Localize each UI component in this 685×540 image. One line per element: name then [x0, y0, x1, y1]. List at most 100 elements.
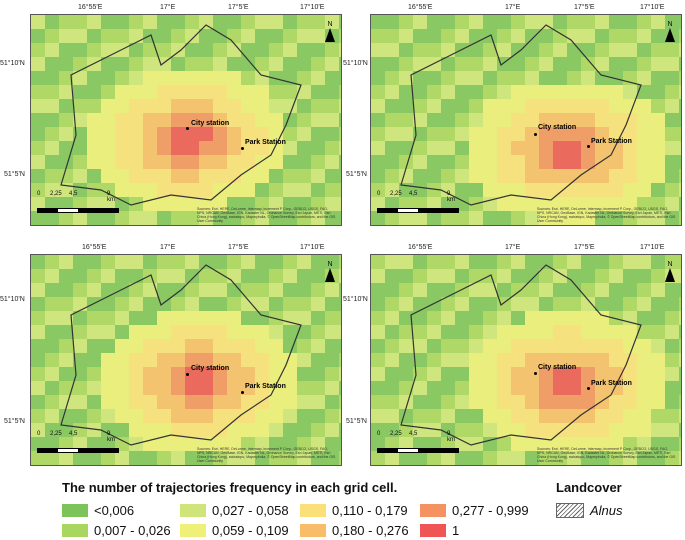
- grid-cell: [171, 339, 185, 353]
- grid-cell: [255, 269, 269, 283]
- grid-cell: [59, 141, 73, 155]
- grid-cell: [511, 255, 525, 269]
- grid-cell: [157, 197, 171, 211]
- grid-cell: [665, 141, 679, 155]
- grid-cell: [371, 155, 385, 169]
- grid-cell: [469, 71, 483, 85]
- grid-cell: [399, 211, 413, 225]
- grid-cell: [483, 381, 497, 395]
- grid-cell: [581, 437, 595, 451]
- grid-cell: [567, 99, 581, 113]
- grid-cell: [241, 113, 255, 127]
- grid-cell: [311, 297, 325, 311]
- grid-cell: [623, 183, 637, 197]
- grid-cell: [213, 99, 227, 113]
- grid-cell: [371, 29, 385, 43]
- grid-cell: [311, 113, 325, 127]
- grid-cell: [609, 85, 623, 99]
- grid-cell: [525, 339, 539, 353]
- grid-cell: [45, 409, 59, 423]
- grid-cell: [171, 269, 185, 283]
- grid-cell: [581, 423, 595, 437]
- grid-cell: [101, 339, 115, 353]
- grid-cell: [73, 71, 87, 85]
- grid-cell: [371, 283, 385, 297]
- grid-cell: [241, 127, 255, 141]
- grid-cell: [469, 255, 483, 269]
- grid-cell: [469, 395, 483, 409]
- grid-cell: [339, 297, 341, 311]
- grid-cell: [637, 381, 651, 395]
- grid-cell: [73, 141, 87, 155]
- grid-cell: [595, 311, 609, 325]
- frequency-grid: [31, 255, 341, 465]
- grid-cell: [595, 197, 609, 211]
- grid-cell: [157, 183, 171, 197]
- grid-cell: [497, 169, 511, 183]
- station-label-park: Park Station: [245, 383, 286, 390]
- grid-cell: [553, 29, 567, 43]
- grid-cell: [595, 57, 609, 71]
- grid-cell: [143, 57, 157, 71]
- grid-cell: [227, 381, 241, 395]
- grid-cell: [637, 367, 651, 381]
- grid-cell: [385, 85, 399, 99]
- grid-cell: [427, 423, 441, 437]
- grid-cell: [213, 437, 227, 451]
- grid-cell: [497, 339, 511, 353]
- grid-cell: [581, 367, 595, 381]
- grid-cell: [497, 15, 511, 29]
- grid-cell: [269, 113, 283, 127]
- grid-cell: [539, 85, 553, 99]
- grid-cell: [241, 183, 255, 197]
- grid-cell: [609, 29, 623, 43]
- grid-cell: [199, 71, 213, 85]
- grid-cell: [679, 197, 681, 211]
- grid-cell: [399, 43, 413, 57]
- grid-cell: [45, 127, 59, 141]
- grid-cell: [283, 423, 297, 437]
- grid-cell: [339, 43, 341, 57]
- grid-cell: [87, 155, 101, 169]
- grid-cell: [511, 43, 525, 57]
- grid-cell: [143, 311, 157, 325]
- grid-cell: [665, 367, 679, 381]
- grid-cell: [665, 381, 679, 395]
- grid-cell: [525, 283, 539, 297]
- grid-cell: [399, 197, 413, 211]
- grid-cell: [297, 395, 311, 409]
- grid-cell: [525, 451, 539, 465]
- grid-cell: [441, 183, 455, 197]
- grid-cell: [325, 57, 339, 71]
- grid-cell: [413, 169, 427, 183]
- grid-cell: [101, 311, 115, 325]
- grid-cell: [595, 169, 609, 183]
- grid-cell: [427, 283, 441, 297]
- grid-cell: [129, 423, 143, 437]
- grid-cell: [679, 325, 681, 339]
- grid-cell: [157, 71, 171, 85]
- grid-cell: [255, 451, 269, 465]
- grid-cell: [227, 325, 241, 339]
- grid-cell: [241, 197, 255, 211]
- grid-cell: [623, 381, 637, 395]
- grid-cell: [399, 57, 413, 71]
- grid-cell: [101, 409, 115, 423]
- grid-cell: [609, 423, 623, 437]
- grid-cell: [511, 381, 525, 395]
- grid-cell: [553, 451, 567, 465]
- grid-cell: [269, 15, 283, 29]
- grid-cell: [413, 395, 427, 409]
- map-credit: Sources: Esri, HERE, DeLorme, Intermap, …: [537, 447, 676, 463]
- grid-cell: [595, 141, 609, 155]
- grid-cell: [525, 113, 539, 127]
- grid-cell: [385, 255, 399, 269]
- grid-cell: [297, 197, 311, 211]
- grid-cell: [45, 269, 59, 283]
- grid-cell: [581, 211, 595, 225]
- grid-cell: [441, 353, 455, 367]
- grid-cell: [101, 113, 115, 127]
- grid-cell: [651, 325, 665, 339]
- grid-cell: [679, 29, 681, 43]
- grid-cell: [255, 297, 269, 311]
